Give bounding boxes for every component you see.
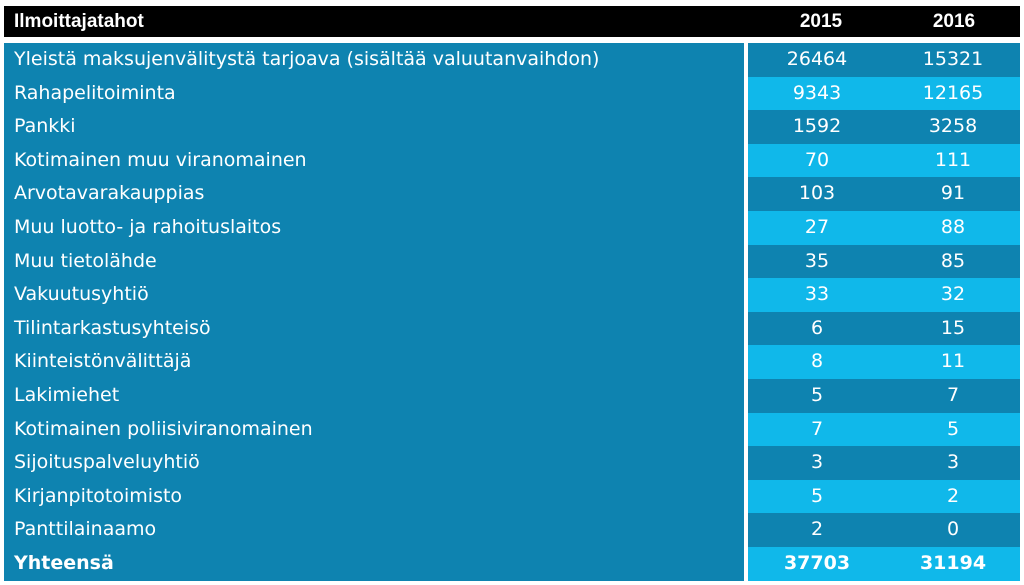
total-row: Yhteensä 37703 31194	[4, 546, 1020, 581]
row-label: Kotimainen muu viranomainen	[4, 143, 744, 178]
table-row: Kirjanpitotoimisto 5 2	[4, 479, 1020, 514]
row-value-2016: 11	[886, 345, 1020, 379]
row-value-2015: 8	[748, 345, 886, 379]
row-value-2015: 3	[748, 446, 886, 480]
row-value-2016: 32	[886, 278, 1020, 312]
row-value-2015: 2	[748, 513, 886, 547]
table-body: Yleistä maksujenvälitystä tarjoava (sisä…	[4, 43, 1020, 581]
table-row: Muu tietolähde 35 85	[4, 244, 1020, 279]
table-row: Panttilainaamo 2 0	[4, 513, 1020, 547]
total-value-2016: 31194	[886, 546, 1020, 581]
row-label: Pankki	[4, 110, 744, 144]
row-label: Lakimiehet	[4, 378, 744, 413]
row-value-2015: 5	[748, 378, 886, 413]
row-value-2016: 5	[886, 412, 1020, 447]
row-value-2016: 3	[886, 446, 1020, 480]
row-value-2015: 27	[748, 210, 886, 245]
row-value-2016: 3258	[886, 110, 1020, 144]
table-row: Arvotavarakauppias 103 91	[4, 177, 1020, 211]
total-label: Yhteensä	[4, 546, 744, 581]
row-value-2015: 7	[748, 412, 886, 447]
table-row: Kotimainen poliisiviranomainen 7 5	[4, 412, 1020, 447]
table-row: Kiinteistönvälittäjä 8 11	[4, 345, 1020, 379]
row-value-2016: 15	[886, 311, 1020, 346]
header-label: Ilmoittajatahot	[14, 11, 144, 32]
row-label: Tilintarkastusyhteisö	[4, 311, 744, 346]
row-value-2015: 6	[748, 311, 886, 346]
total-value-2015: 37703	[748, 546, 886, 581]
row-value-2015: 5	[748, 479, 886, 514]
table-row: Pankki 1592 3258	[4, 110, 1020, 144]
row-value-2016: 91	[886, 177, 1020, 211]
row-value-2015: 103	[748, 177, 886, 211]
row-value-2015: 70	[748, 143, 886, 178]
row-value-2016: 12165	[886, 76, 1020, 111]
row-label: Vakuutusyhtiö	[4, 278, 744, 312]
row-value-2016: 15321	[886, 43, 1020, 77]
row-value-2016: 111	[886, 143, 1020, 178]
row-value-2015: 9343	[748, 76, 886, 111]
table-row: Muu luotto- ja rahoituslaitos 27 88	[4, 210, 1020, 245]
row-label: Muu tietolähde	[4, 244, 744, 279]
table-row: Vakuutusyhtiö 33 32	[4, 278, 1020, 312]
row-label: Yleistä maksujenvälitystä tarjoava (sisä…	[4, 43, 744, 77]
table-row: Kotimainen muu viranomainen 70 111	[4, 143, 1020, 178]
row-label: Muu luotto- ja rahoituslaitos	[4, 210, 744, 245]
row-value-2015: 35	[748, 244, 886, 279]
row-value-2016: 0	[886, 513, 1020, 547]
table-row: Yleistä maksujenvälitystä tarjoava (sisä…	[4, 43, 1020, 77]
row-value-2016: 88	[886, 210, 1020, 245]
header-year-2015: 2015	[799, 11, 843, 32]
row-label: Kiinteistönvälittäjä	[4, 345, 744, 379]
header-year-2016: 2016	[932, 11, 976, 32]
table-row: Rahapelitoiminta 9343 12165	[4, 76, 1020, 111]
row-value-2016: 2	[886, 479, 1020, 514]
row-label: Kotimainen poliisiviranomainen	[4, 412, 744, 447]
row-value-2015: 1592	[748, 110, 886, 144]
row-value-2015: 33	[748, 278, 886, 312]
row-label: Panttilainaamo	[4, 513, 744, 547]
row-value-2016: 85	[886, 244, 1020, 279]
row-label: Sijoituspalveluyhtiö	[4, 446, 744, 480]
row-value-2015: 26464	[748, 43, 886, 77]
row-label: Kirjanpitotoimisto	[4, 479, 744, 514]
table-header: Ilmoittajatahot 2015 2016	[4, 6, 1020, 37]
row-label: Arvotavarakauppias	[4, 177, 744, 211]
table-row: Sijoituspalveluyhtiö 3 3	[4, 446, 1020, 480]
table-row: Tilintarkastusyhteisö 6 15	[4, 311, 1020, 346]
row-label: Rahapelitoiminta	[4, 76, 744, 111]
row-value-2016: 7	[886, 378, 1020, 413]
table-row: Lakimiehet 5 7	[4, 378, 1020, 413]
